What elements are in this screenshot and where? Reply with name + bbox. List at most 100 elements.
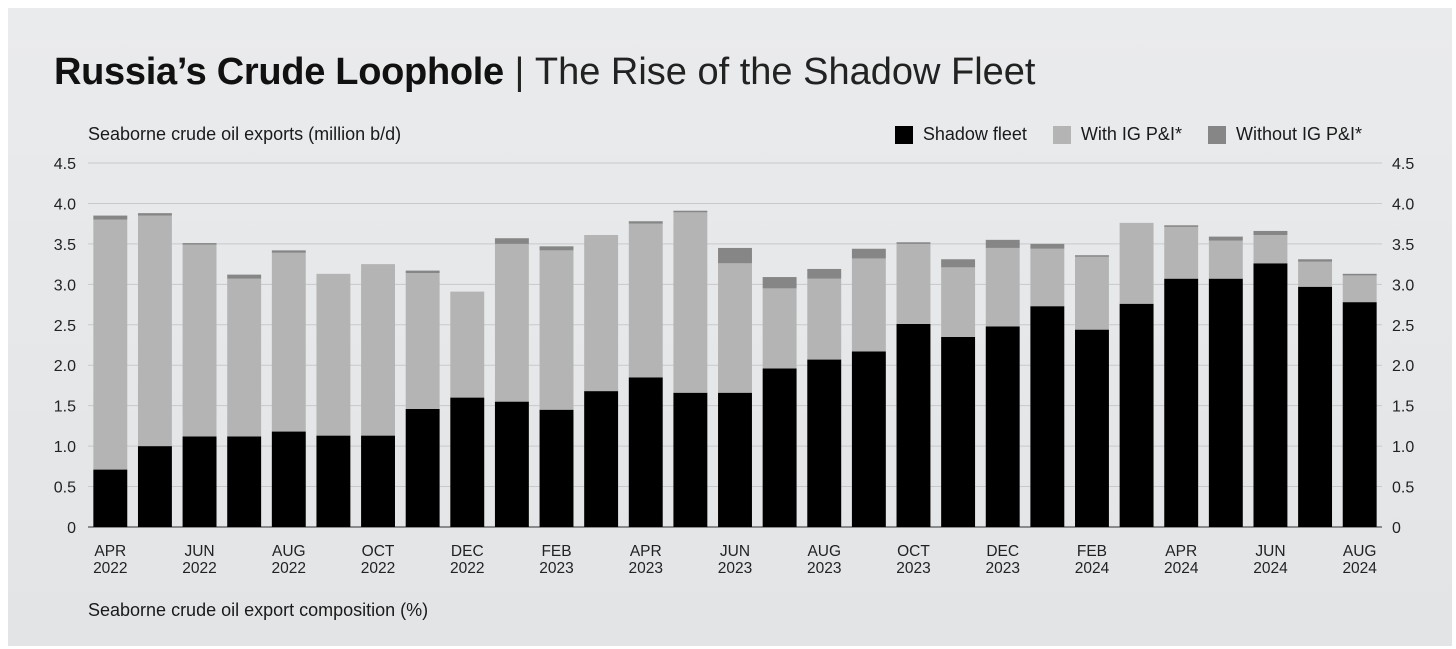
bar-segment-without-ig [807, 268, 842, 279]
bar-segment-shadow [93, 469, 128, 527]
bar-segment-with-ig [896, 243, 931, 324]
y-tick-label-left: 2.5 [54, 318, 76, 335]
bar-segment-with-ig [851, 258, 886, 352]
bar-segment-with-ig [93, 219, 128, 470]
bar-segment-with-ig [584, 234, 619, 392]
x-tick-label-month: OCT [362, 543, 395, 560]
y-tick-label-left: 0.5 [54, 480, 76, 497]
bar-segment-with-ig [450, 291, 485, 398]
x-tick-label-year: 2023 [539, 560, 573, 577]
bar-segment-with-ig [1208, 240, 1243, 279]
x-tick-label-month: APR [1165, 543, 1197, 560]
y-tick-label-right: 3.5 [1392, 237, 1414, 254]
bar-segment-with-ig [941, 267, 976, 337]
x-tick-label-year: 2024 [1253, 560, 1288, 577]
bar-segment-with-ig [1075, 256, 1109, 330]
x-tick-label-year: 2022 [93, 560, 127, 577]
x-tick-label-month: DEC [451, 543, 484, 560]
y-tick-label-right: 2.0 [1392, 358, 1414, 375]
bar-segment-without-ig [1208, 236, 1243, 241]
legend-label-with-ig: With IG P&I* [1080, 124, 1182, 144]
legend-swatch-shadow-fleet [894, 125, 913, 144]
bar-segment-without-ig [941, 259, 976, 268]
bar-segment-without-ig [1164, 225, 1199, 227]
y-tick-label-left: 3.0 [54, 277, 76, 294]
bar-segment-shadow [1253, 263, 1288, 527]
bar-segment-without-ig [494, 238, 529, 244]
legend-label-without-ig: Without IG P&I* [1235, 124, 1362, 144]
bar-segment-without-ig [405, 270, 440, 274]
x-tick-label-year: 2022 [450, 560, 484, 577]
chart-title-separator: | [514, 51, 525, 93]
y-tick-label-right: 1.5 [1392, 399, 1414, 416]
bar-segment-without-ig [271, 250, 306, 253]
bar-segment-without-ig [896, 242, 931, 244]
bar-segment-with-ig [316, 273, 351, 436]
y-tick-label-left: 3.5 [54, 237, 76, 254]
bar-segment-shadow [405, 408, 440, 527]
bar-segment-with-ig [673, 212, 708, 393]
x-tick-label-year: 2023 [718, 560, 752, 577]
bar-segment-shadow [673, 392, 708, 527]
bar-segment-without-ig [985, 239, 1020, 248]
bar-segment-with-ig [1164, 226, 1199, 279]
bar-segment-without-ig [628, 221, 663, 224]
y-tick-label-right: 2.5 [1392, 318, 1414, 335]
y-tick-label-right: 0.5 [1392, 480, 1414, 497]
x-tick-label-year: 2022 [361, 560, 395, 577]
bar-segment-with-ig [494, 243, 529, 402]
x-tick-label-month: AUG [807, 543, 841, 560]
bar-segment-shadow [227, 436, 262, 527]
bar-segment-with-ig [807, 278, 842, 360]
y-tick-label-left: 2.0 [54, 358, 76, 375]
bar-segment-with-ig [405, 273, 440, 409]
x-tick-label-year: 2024 [1342, 560, 1377, 577]
x-tick-label-year: 2022 [182, 560, 216, 577]
bar-segment-with-ig [1119, 222, 1154, 304]
y-tick-label-left: 4.5 [54, 156, 76, 173]
bar-segment-without-ig [227, 274, 262, 279]
bar-segment-with-ig [182, 244, 217, 437]
legend-item-without-ig: Without IG P&I* [1207, 124, 1362, 145]
chart-legend: Shadow fleet With IG P&I* Without IG P&I… [894, 124, 1362, 145]
bar-segment-shadow [584, 391, 619, 527]
y-tick-label-right: 1.0 [1392, 439, 1414, 456]
bar-segment-with-ig [762, 288, 797, 369]
bar-segment-shadow [985, 326, 1020, 527]
x-tick-label-month: JUN [1255, 543, 1285, 560]
bar-segment-without-ig [539, 246, 574, 251]
bar-segment-without-ig [1030, 243, 1065, 249]
bar-segment-with-ig [227, 278, 262, 437]
legend-item-with-ig: With IG P&I* [1052, 124, 1182, 145]
composition-section-label: Seaborne crude oil export composition (%… [88, 600, 429, 620]
x-tick-label-year: 2022 [272, 560, 306, 577]
legend-swatch-with-ig [1052, 125, 1071, 144]
bar-segment-shadow [494, 401, 529, 527]
bar-segment-shadow [1208, 278, 1243, 527]
bar-segment-without-ig [93, 215, 128, 220]
bar-segment-shadow [137, 446, 172, 527]
legend-label-shadow-fleet: Shadow fleet [922, 124, 1027, 144]
bar-segment-shadow [628, 377, 663, 527]
bar-segment-without-ig [762, 277, 797, 289]
x-tick-label-month: JUN [184, 543, 214, 560]
x-tick-label-year: 2023 [807, 560, 841, 577]
bar-segment-with-ig [718, 263, 752, 393]
bar-segment-with-ig [1030, 248, 1065, 307]
bar-segment-shadow [450, 397, 485, 527]
bar-segment-without-ig [1253, 230, 1288, 235]
x-tick-label-month: JUN [720, 543, 750, 560]
chart-title-main: Russia’s Crude Loophole [54, 51, 504, 93]
chart-title-subtitle: The Rise of the Shadow Fleet [534, 51, 1036, 93]
bar-segment-shadow [762, 368, 797, 527]
bar-segment-without-ig [1342, 273, 1377, 276]
bar-segment-shadow [896, 323, 931, 527]
bar-segment-without-ig [137, 213, 172, 216]
y-tick-label-left: 1.0 [54, 439, 76, 456]
bar-segment-shadow [807, 359, 842, 527]
bar-segment-without-ig [718, 247, 752, 264]
chart-title: Russia’s Crude Loophole | The Rise of th… [54, 50, 1035, 94]
x-tick-label-month: OCT [897, 543, 930, 560]
x-tick-label-year: 2024 [1164, 560, 1199, 577]
bar-segment-shadow [1342, 302, 1377, 527]
